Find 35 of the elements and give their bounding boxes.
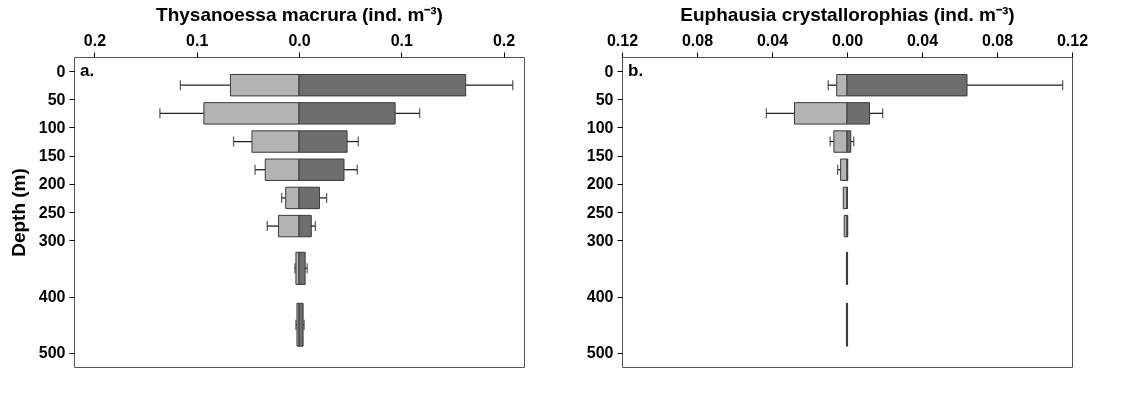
y-tick-label: 0 xyxy=(56,62,66,80)
x-tick-label: 0.1 xyxy=(390,31,413,49)
x-tick-label: 0.12 xyxy=(606,31,639,49)
y-tick-label: 500 xyxy=(586,344,614,362)
y-tick-label: 200 xyxy=(38,175,66,193)
y-tick-label: 100 xyxy=(38,118,66,136)
x-tick-label: 0.00 xyxy=(831,31,864,49)
y-tick-label: 150 xyxy=(38,147,66,165)
x-axis-title: Thysanoessa macrura (ind. m⁻³) xyxy=(156,3,443,25)
y-tick-label: 150 xyxy=(586,147,614,165)
y-tick-label: 400 xyxy=(38,288,66,306)
y-tick-label: 500 xyxy=(38,344,66,362)
x-tick-label: 0.2 xyxy=(492,31,516,49)
x-tick-label: 0.1 xyxy=(186,31,209,49)
y-tick-label: 0 xyxy=(604,62,614,80)
x-tick-label: 0.04 xyxy=(756,31,789,49)
y-tick-label: 100 xyxy=(586,118,614,136)
y-tick-label: 50 xyxy=(47,90,66,108)
y-tick-label: 50 xyxy=(595,90,614,108)
y-tick-label: 250 xyxy=(38,203,66,221)
x-tick-label: 0.12 xyxy=(1056,31,1089,49)
annotation: b. xyxy=(628,61,644,80)
y-axis-title: Depth (m) xyxy=(7,168,29,257)
y-tick-label: 400 xyxy=(586,288,614,306)
y-tick-label: 200 xyxy=(586,175,614,193)
y-tick-label: 300 xyxy=(38,231,66,249)
annotation: a. xyxy=(80,61,95,80)
x-axis-title: Euphausia crystallorophias (ind. m⁻³) xyxy=(680,3,1015,25)
x-tick-label: 0.04 xyxy=(906,31,939,49)
x-tick-label: 0.08 xyxy=(681,31,714,49)
y-tick-label: 300 xyxy=(586,231,614,249)
x-tick-label: 0.2 xyxy=(83,31,107,49)
x-tick-label: 0.0 xyxy=(288,31,311,49)
y-tick-label: 250 xyxy=(586,203,614,221)
x-tick-label: 0.08 xyxy=(981,31,1014,49)
